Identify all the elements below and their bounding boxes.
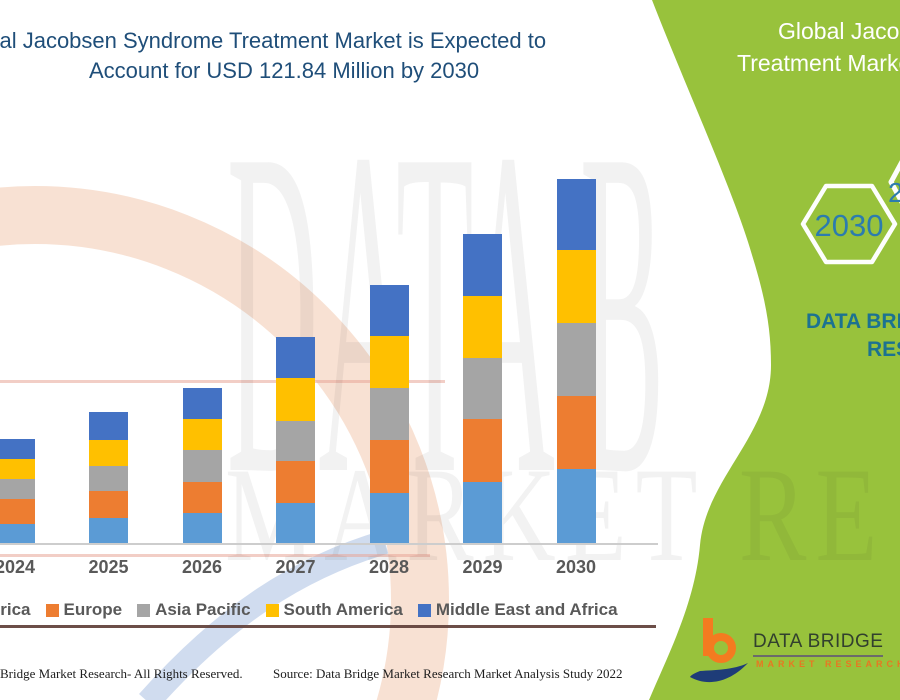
bar-segment xyxy=(0,478,35,500)
bar-segment xyxy=(89,517,128,544)
chart-legend: North America Europe Asia Pacific South Ame… xyxy=(0,600,618,620)
bar-segment xyxy=(89,466,128,492)
bar-segment xyxy=(556,250,596,324)
x-axis-line xyxy=(0,543,658,545)
bar-column-2027 xyxy=(276,336,315,544)
legend-label: South America xyxy=(283,600,403,619)
bar-column-2030 xyxy=(556,179,596,544)
legend-swatch-icon xyxy=(137,603,151,617)
bar-segment xyxy=(0,458,35,479)
bar-segment xyxy=(369,284,409,337)
bar-segment xyxy=(89,491,128,518)
bar-column-2025 xyxy=(89,412,128,544)
bar-segment xyxy=(182,418,222,451)
bar-segment xyxy=(276,502,315,544)
x-axis-label: 2026 xyxy=(181,557,223,577)
bar-segment xyxy=(556,469,596,544)
bar-segment xyxy=(556,323,596,397)
bar-segment xyxy=(276,461,315,503)
bar-segment xyxy=(556,179,596,251)
legend-item: North America xyxy=(0,600,31,620)
brand-text-line-2: RESEARCH xyxy=(867,338,900,361)
bar-column-2024 xyxy=(0,438,35,544)
legend-item: Middle East and Africa xyxy=(417,600,618,620)
legend-label: Middle East and Africa xyxy=(435,600,618,619)
chart-title-line-2: Account for USD 121.84 Million by 2030 xyxy=(89,58,480,83)
legend-label: Europe xyxy=(63,600,123,619)
chart-title-line-1: Global Jacobsen Syndrome Treatment Marke… xyxy=(0,28,547,53)
x-axis-label: 2029 xyxy=(462,557,503,577)
bar-segment xyxy=(0,438,35,459)
bar-segment xyxy=(276,421,315,462)
logo-tagline: MARKET RESEARCH xyxy=(756,659,900,669)
copyright-text: Bridge Market Research- All Rights Reser… xyxy=(0,666,243,681)
bar-segment xyxy=(0,523,35,544)
legend-swatch-icon xyxy=(45,603,59,617)
legend-item: Asia Pacific xyxy=(137,600,251,620)
bar-segment xyxy=(182,450,222,482)
bar-segment xyxy=(463,234,502,297)
legend-label: North America xyxy=(0,600,31,619)
bar-segment xyxy=(463,481,502,544)
bar-column-2028 xyxy=(369,284,409,544)
legend-swatch-icon xyxy=(265,603,279,617)
bar-segment xyxy=(463,419,502,482)
legend-swatch-icon xyxy=(417,603,431,617)
legend-item: Europe xyxy=(45,600,123,620)
bar-segment xyxy=(276,377,315,422)
bar-segment xyxy=(89,412,128,441)
bar-segment xyxy=(89,440,128,467)
x-axis-label: 2025 xyxy=(88,557,129,577)
x-axis-label: 2027 xyxy=(275,557,316,577)
x-axis-label: 2024 xyxy=(0,557,36,577)
bar-segment xyxy=(369,493,409,544)
brand-text-line-1: DATA BRIDGE xyxy=(806,310,900,333)
ribbon-title-line-2: Treatment Market xyxy=(737,50,900,76)
bar-segment xyxy=(463,357,502,420)
bar-column-2026 xyxy=(182,387,222,544)
footer-divider xyxy=(0,625,656,628)
x-axis-label: 2030 xyxy=(555,557,597,577)
x-axis-label: 2028 xyxy=(368,557,410,577)
bar-segment xyxy=(182,512,222,544)
bar-segment xyxy=(369,439,409,493)
legend-item: South America xyxy=(265,600,403,620)
source-text: Source: Data Bridge Market Research Mark… xyxy=(273,666,623,681)
bar-segment xyxy=(182,481,222,513)
bar-segment xyxy=(556,396,596,469)
bar-segment xyxy=(369,336,409,389)
bar-segment xyxy=(0,499,35,524)
bar-segment xyxy=(276,336,315,378)
bar-column-2029 xyxy=(463,234,502,544)
bar-segment xyxy=(369,388,409,440)
bar-segment xyxy=(182,387,222,419)
bar-segment xyxy=(463,296,502,358)
legend-label: Asia Pacific xyxy=(155,600,251,619)
ribbon-title-line-1: Global Jacobsen xyxy=(778,18,900,44)
logo-name: DATA BRIDGE xyxy=(753,631,884,657)
